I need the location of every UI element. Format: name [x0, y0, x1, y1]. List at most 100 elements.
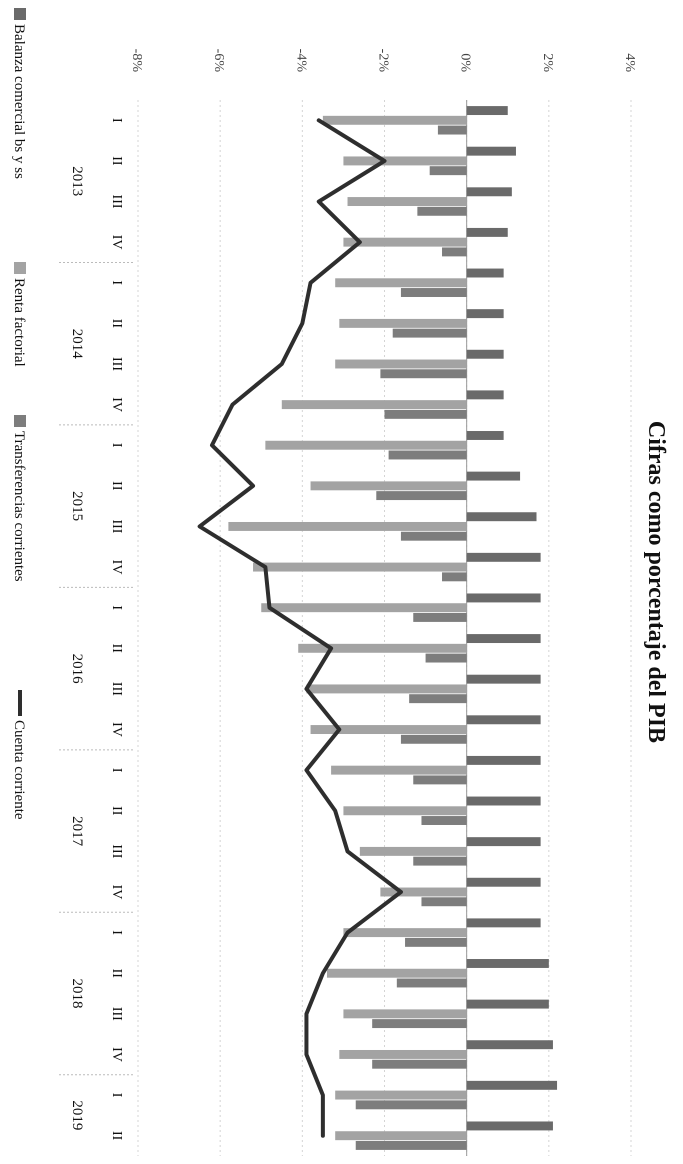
bar-renta-factorial [343, 237, 467, 247]
bar-balanza-comercial-bs-y-ss [466, 715, 541, 725]
bar-transferencias-corrientes [417, 206, 467, 216]
bar-balanza-comercial-bs-y-ss [466, 837, 541, 847]
bar-transferencias-corrientes [355, 1140, 467, 1150]
bar-renta-factorial [335, 359, 467, 369]
x-quarter-label: IV [109, 722, 124, 737]
bar-balanza-comercial-bs-y-ss [466, 552, 541, 562]
bar-balanza-comercial-bs-y-ss [466, 146, 516, 156]
x-quarter-label: II [109, 156, 124, 166]
x-quarter-label: I [109, 768, 124, 773]
x-quarter-label: III [109, 195, 124, 209]
bar-balanza-comercial-bs-y-ss [466, 999, 549, 1009]
bar-renta-factorial [306, 684, 467, 694]
x-quarter-label: III [109, 519, 124, 533]
bar-balanza-comercial-bs-y-ss [466, 918, 541, 928]
y-tick-label: 0% [458, 53, 473, 72]
bar-balanza-comercial-bs-y-ss [466, 796, 541, 806]
bar-renta-factorial [343, 1009, 467, 1019]
y-tick-label: -2% [376, 49, 391, 73]
bar-transferencias-corrientes [392, 328, 467, 338]
bar-renta-factorial [339, 1049, 467, 1059]
bar-balanza-comercial-bs-y-ss [466, 634, 541, 644]
legend-label: Cuenta corriente [11, 720, 27, 820]
x-quarter-label: I [109, 118, 124, 123]
x-quarter-label: I [109, 443, 124, 448]
bar-transferencias-corrientes [425, 653, 467, 663]
legend-swatch [14, 415, 26, 427]
bar-transferencias-corrientes [413, 856, 467, 866]
x-quarter-label: I [109, 280, 124, 285]
x-axis-labels: IIIIIIIVIIIIIIIVIIIIIIIVIIIIIIIVIIIIIIIV… [58, 118, 133, 1141]
bar-balanza-comercial-bs-y-ss [466, 349, 504, 359]
bar-balanza-comercial-bs-y-ss [466, 390, 504, 400]
bar-transferencias-corrientes [388, 450, 467, 460]
bar-renta-factorial [310, 725, 467, 735]
x-quarter-label: I [109, 605, 124, 610]
bar-balanza-comercial-bs-y-ss [466, 187, 512, 197]
bar-renta-factorial [265, 440, 467, 450]
bar-transferencias-corrientes [355, 1100, 467, 1110]
x-quarter-label: III [109, 357, 124, 371]
x-quarter-label: IV [109, 397, 124, 412]
bar-transferencias-corrientes [400, 734, 467, 744]
bar-renta-factorial [281, 400, 467, 410]
x-quarter-label: I [109, 930, 124, 935]
bar-transferencias-corrientes [396, 978, 467, 988]
bar-renta-factorial [310, 481, 467, 491]
y-tick-label: -6% [211, 49, 226, 73]
bar-transferencias-corrientes [413, 775, 467, 785]
bar-balanza-comercial-bs-y-ss [466, 959, 549, 968]
bar-balanza-comercial-bs-y-ss [466, 877, 541, 887]
bar-renta-factorial [261, 603, 467, 613]
bar-balanza-comercial-bs-y-ss [466, 1121, 553, 1131]
bar-balanza-comercial-bs-y-ss [466, 471, 521, 481]
x-quarter-label: II [109, 319, 124, 329]
bar-balanza-comercial-bs-y-ss [466, 593, 541, 603]
x-year-label: 2018 [69, 979, 85, 1009]
bar-transferencias-corrientes [376, 491, 467, 501]
y-tick-label: -8% [129, 49, 144, 73]
bar-transferencias-corrientes [400, 531, 467, 541]
x-year-label: 2016 [69, 654, 85, 685]
bar-transferencias-corrientes [442, 247, 467, 257]
x-quarter-label: I [109, 1093, 124, 1098]
bars-group [228, 106, 558, 1150]
bar-renta-factorial [339, 318, 467, 328]
bar-renta-factorial [380, 887, 467, 897]
bar-renta-factorial [335, 278, 467, 288]
legend-label: Transferencias corrientes [11, 431, 27, 582]
y-tick-label: 2% [540, 53, 555, 72]
x-year-label: 2019 [69, 1100, 85, 1130]
legend-swatch [14, 8, 26, 20]
x-year-label: 2015 [69, 491, 85, 521]
bar-renta-factorial [335, 1090, 467, 1100]
bar-renta-factorial [347, 197, 467, 207]
bar-balanza-comercial-bs-y-ss [466, 268, 504, 278]
bar-renta-factorial [343, 928, 467, 938]
bar-balanza-comercial-bs-y-ss [466, 674, 541, 684]
bar-renta-factorial [322, 115, 467, 125]
line-group [197, 118, 403, 1138]
legend-label: Renta factorial [11, 278, 27, 367]
x-quarter-label: IV [109, 1047, 124, 1062]
y-tick-label: -4% [293, 49, 308, 73]
bar-transferencias-corrientes [421, 897, 467, 907]
bar-renta-factorial [335, 1131, 467, 1141]
bar-transferencias-corrientes [384, 409, 467, 419]
bar-balanza-comercial-bs-y-ss [466, 1080, 558, 1090]
chart-title: Cifras como porcentaje del PIB [643, 421, 669, 743]
bar-renta-factorial [343, 806, 467, 816]
bar-transferencias-corrientes [429, 166, 467, 176]
bar-transferencias-corrientes [421, 816, 467, 825]
bar-renta-factorial [298, 643, 467, 653]
x-year-label: 2013 [69, 166, 85, 196]
grid-lines [137, 100, 632, 1156]
bar-balanza-comercial-bs-y-ss [466, 309, 504, 319]
y-tick-label: 4% [622, 53, 637, 72]
bar-balanza-comercial-bs-y-ss [466, 431, 504, 440]
x-quarter-label: II [109, 644, 124, 654]
line-cuenta-corriente [197, 118, 403, 1138]
